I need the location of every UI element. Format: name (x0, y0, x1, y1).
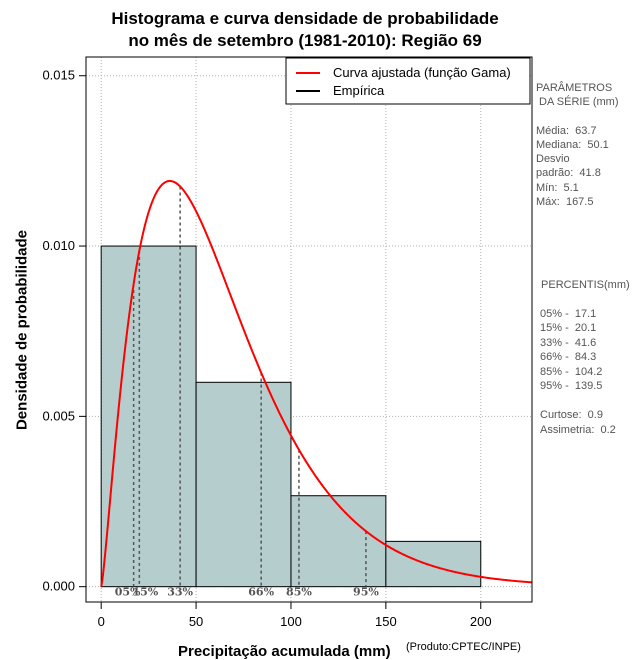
percentile-layer: 05%15% 33% 66% 85% 95% (115, 186, 379, 599)
product-credit: (Produto:CPTEC/INPE) (406, 641, 521, 653)
param-min: Mín: 5.1 (536, 182, 579, 194)
percentile-label-66: 66% (248, 586, 274, 599)
chart-title-line1: Histograma e curva densidade de probabil… (111, 9, 499, 28)
legend-empirical-label: Empírica (333, 83, 385, 98)
percentil-95: 95% - 139.5 (540, 380, 603, 392)
param-desvio-1: Desvio (536, 153, 570, 165)
percentis-heading: PERCENTIS(mm) (538, 279, 630, 291)
percentil-15: 15% - 20.1 (540, 322, 597, 334)
percentile-label-85: 85% (286, 586, 312, 599)
histogram-bar-4 (385, 540, 482, 588)
percentile-label-95: 95% (353, 586, 379, 599)
percentil-66: 66% - 84.3 (540, 351, 597, 363)
legend-fit-label: Curva ajustada (função Gama) (333, 65, 511, 80)
curtose: Curtose: 0.9 (540, 409, 603, 421)
histogram-bar-3 (290, 495, 387, 588)
x-axis-label: Precipitação acumulada (mm) (178, 643, 391, 660)
percentile-label-05: 05% (115, 586, 141, 599)
x-tick-label: 100 (280, 614, 302, 629)
param-max: Máx: 167.5 (536, 196, 594, 208)
param-desvio-2: padrão: 41.8 (536, 167, 601, 179)
parameters-heading-1: PARÂMETROS (536, 82, 613, 94)
param-media: Média: 63.7 (536, 125, 597, 137)
param-mediana: Mediana: 50.1 (536, 139, 609, 151)
x-tick-label: 150 (375, 614, 397, 629)
x-tick-label: 50 (189, 614, 203, 629)
gamma-fit-curve (100, 179, 533, 587)
x-tick-label: 200 (470, 614, 492, 629)
x-tick-label: 0 (98, 614, 105, 629)
assimetria: Assimetria: 0.2 (540, 424, 616, 436)
histogram-bar-1 (100, 245, 197, 588)
axes-layer: 0 50 100 150 200 0.000 0.005 0.010 0.015 (42, 68, 491, 629)
chart-title-line2: no mês de setembro (1981-2010): Região 6… (128, 31, 482, 50)
percentile-label-15: 15% (132, 586, 158, 599)
percentil-85: 85% - 104.2 (540, 366, 603, 378)
legend: Curva ajustada (função Gama) Empírica (285, 57, 531, 105)
percentil-33: 33% - 41.6 (540, 337, 597, 349)
y-tick-label: 0.000 (42, 579, 75, 594)
y-tick-label: 0.005 (42, 408, 75, 423)
legend-box (285, 57, 531, 105)
histogram-bar-2 (195, 381, 292, 588)
percentil-05: 05% - 17.1 (540, 308, 597, 320)
y-axis-label: Densidade de probabilidade (13, 229, 31, 431)
percentile-label-33: 33% (167, 586, 193, 599)
parameters-heading-2: DA SÉRIE (mm) (536, 96, 619, 108)
curve-layer (100, 179, 533, 587)
y-tick-label: 0.010 (42, 238, 75, 253)
y-tick-label: 0.015 (42, 68, 75, 83)
